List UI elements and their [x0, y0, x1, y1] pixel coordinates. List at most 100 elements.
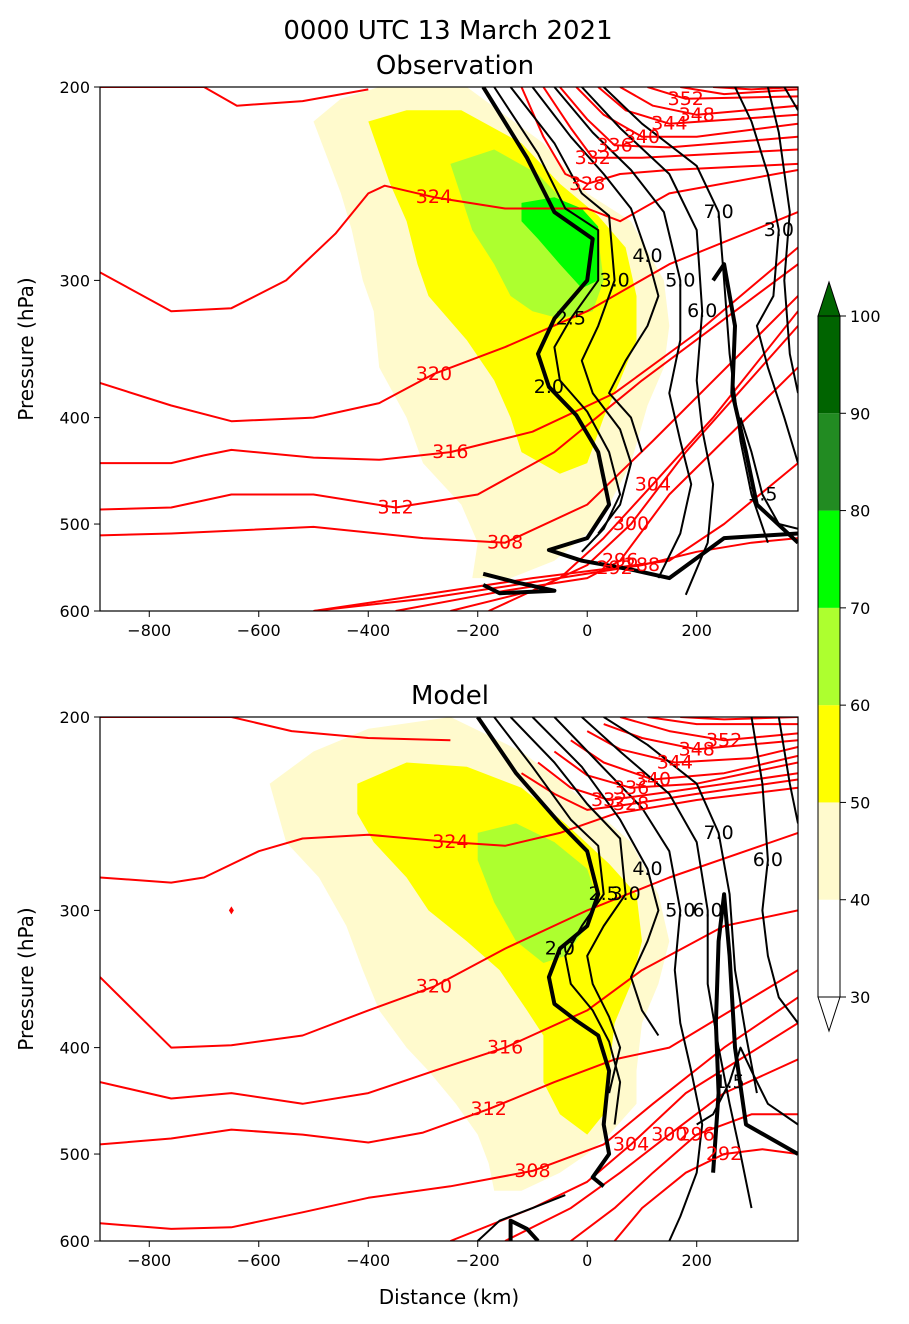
colorbar: 30 40 50 60 70 80 90 100 — [817, 280, 881, 1033]
theta-contour-344 — [597, 87, 798, 125]
x-tick-label: −600 — [237, 1251, 281, 1270]
pv-contour-4.0 — [531, 717, 660, 1037]
theta-contour-356 — [680, 87, 798, 96]
colorbar-tick-label: 60 — [850, 696, 870, 715]
theta-contour-320 — [100, 831, 798, 1049]
x-tick-label: −400 — [346, 621, 390, 640]
colorbar-segment — [818, 510, 840, 608]
pv-contour-label: 5.0 — [665, 899, 695, 921]
theta-contour-unlabeled — [100, 87, 369, 107]
pv-contour-unlabeled — [711, 262, 798, 545]
theta-contour-320 — [100, 211, 798, 423]
x-tick-label: −800 — [127, 1251, 171, 1270]
colorbar-segment — [818, 705, 840, 803]
theta-contour-label: 352 — [706, 729, 742, 751]
pv-contour-1.5 — [696, 1046, 798, 1126]
x-tick-label: −800 — [127, 621, 171, 640]
y-axis-label: Pressure (hPa) — [14, 907, 38, 1050]
pv-contour-6.0 — [750, 717, 798, 1024]
theta-contour-label: 296 — [679, 1124, 715, 1146]
theta-contour-label: 344 — [651, 113, 687, 135]
theta-contour-label: 348 — [679, 738, 715, 760]
theta-contour-label: 308 — [514, 1160, 550, 1182]
pv-contour-2.0 — [476, 717, 612, 1188]
x-tick-label: 0 — [582, 621, 592, 640]
theta-contour-label: 344 — [657, 751, 693, 773]
colorbar-segment — [818, 899, 840, 997]
theta-contour-316 — [100, 246, 798, 465]
colorbar-segment — [818, 316, 840, 414]
theta-contour-unlabeled — [100, 717, 451, 742]
pv-contour-4.0 — [766, 87, 798, 394]
theta-contour-label: 328 — [569, 173, 605, 195]
theta-contour-label: 316 — [432, 441, 468, 463]
colorbar-frame — [817, 315, 841, 998]
theta-contour-label: 320 — [416, 363, 452, 385]
x-tick-label: 200 — [681, 621, 712, 640]
pv-contour-label: 1.5 — [747, 484, 777, 506]
plot-area: 2882922963003043083123163203243283323363… — [100, 87, 798, 611]
pv-contour-label: 7.0 — [704, 822, 734, 844]
pv-contour-1.5 — [739, 417, 798, 530]
theta-contour-300 — [504, 1058, 798, 1241]
x-tick-label: 200 — [681, 1251, 712, 1270]
pv-contour-2.5 — [493, 717, 622, 1125]
theta-contour-324 — [100, 169, 798, 313]
theta-contour-360 — [713, 87, 798, 91]
y-tick-label: 200 — [59, 78, 90, 97]
filled-region-70-80 — [521, 197, 599, 289]
theta-contour-label: 304 — [613, 1133, 649, 1155]
y-tick-label: 500 — [59, 515, 90, 534]
pv-contour-unlabeled — [783, 87, 798, 111]
x-tick-label: −200 — [456, 1251, 500, 1270]
x-tick-label: −600 — [237, 621, 281, 640]
theta-contour-label: 300 — [651, 1124, 687, 1146]
colorbar-extend-max — [817, 280, 841, 317]
pv-contour-7.0 — [603, 717, 758, 1094]
pv-contour-unlabeled — [482, 571, 557, 596]
theta-contour-label: 316 — [487, 1037, 523, 1059]
theta-contour-label: 296 — [602, 550, 638, 572]
y-tick-label: 200 — [59, 708, 90, 727]
theta-contour-296 — [570, 1113, 798, 1241]
theta-contour-332 — [537, 761, 798, 801]
pv-contour-2.5 — [493, 87, 622, 553]
pv-contour-label: 6.0 — [753, 849, 783, 871]
colorbar-segment — [818, 607, 840, 706]
theta-contour-label: 340 — [635, 768, 671, 790]
plot-area: 2922963003043083123163203243283323363403… — [100, 717, 798, 1241]
theta-contour-label: 308 — [487, 532, 523, 554]
colorbar-segment — [818, 413, 840, 511]
figure-title-line2: Observation — [376, 51, 534, 81]
y-tick-label: 600 — [59, 1232, 90, 1251]
pv-contour-label: 5.0 — [665, 269, 695, 291]
axes-frame — [99, 716, 799, 1242]
axes-frame — [99, 86, 799, 612]
colorbar-tick-label: 30 — [850, 988, 870, 1007]
y-tick-label: 300 — [59, 901, 90, 920]
theta-contour-332 — [542, 87, 798, 159]
theta-contour-312 — [100, 263, 798, 511]
pv-contour-5.0 — [553, 87, 693, 579]
pv-contour-unlabeled — [508, 1218, 540, 1241]
pv-contour-label: 6.0 — [687, 300, 717, 322]
theta-contour-296 — [395, 366, 798, 611]
theta-contour-label: 288 — [624, 554, 660, 576]
pv-contour-6.0 — [581, 717, 753, 1209]
pv-contour-label: 2.5 — [589, 883, 619, 905]
theta-contour-308 — [100, 996, 798, 1230]
filled-region-60-70 — [450, 149, 604, 319]
theta-contour-label: 324 — [416, 186, 452, 208]
colorbar-tick-label: 100 — [850, 307, 881, 326]
filled-region-50-60 — [368, 110, 637, 474]
red-diamond-marker — [228, 906, 234, 915]
filled-region-60-70 — [477, 823, 599, 963]
theta-contour-label: 324 — [432, 831, 468, 853]
theta-contour-352 — [647, 87, 798, 100]
x-tick-label: 0 — [582, 1251, 592, 1270]
pv-contour-5.0 — [553, 717, 704, 1241]
theta-contour-328 — [520, 87, 798, 185]
pv-contour-3.0 — [509, 717, 627, 1094]
theta-contour-292 — [613, 1148, 798, 1241]
